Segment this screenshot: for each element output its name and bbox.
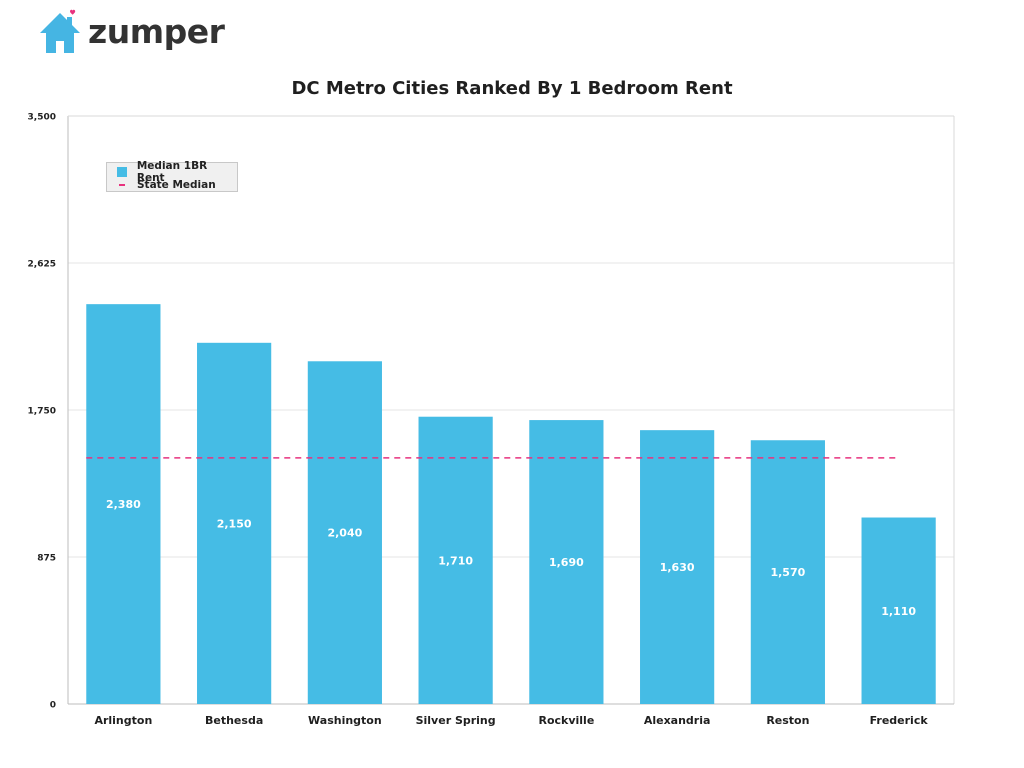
legend-swatch-dash <box>119 183 125 186</box>
x-tick-label: Reston <box>766 714 809 727</box>
bar-data-label: 2,380 <box>106 498 141 511</box>
y-tick-label: 0 <box>50 701 56 711</box>
x-tick-label: Frederick <box>870 714 929 727</box>
bar-data-label: 2,040 <box>327 527 362 540</box>
bar-data-label: 1,110 <box>881 605 916 618</box>
x-tick-label: Washington <box>308 714 382 727</box>
bar-data-label: 1,570 <box>770 566 805 579</box>
zumper-logo: zumper <box>36 6 225 58</box>
y-tick-label: 1,750 <box>28 407 56 417</box>
bar-silver-spring <box>418 416 493 704</box>
x-tick-label: Bethesda <box>205 714 263 727</box>
legend-label-state-median: State Median <box>137 178 216 191</box>
legend-item-state-median: State Median <box>117 178 237 191</box>
x-tick-label: Rockville <box>538 714 594 727</box>
chart-title: DC Metro Cities Ranked By 1 Bedroom Rent <box>291 78 733 99</box>
y-tick-label: 875 <box>37 554 56 564</box>
house-icon <box>36 8 84 56</box>
bar-alexandria <box>640 430 715 704</box>
y-tick-label: 2,625 <box>28 260 56 270</box>
y-tick-label: 3,500 <box>28 113 56 123</box>
bar-bethesda <box>197 342 272 704</box>
x-tick-label: Arlington <box>94 714 152 727</box>
bar-data-label: 2,150 <box>217 517 252 530</box>
bar-frederick <box>861 517 936 704</box>
logo-wordmark: zumper <box>88 12 225 51</box>
bar-rockville <box>529 420 604 704</box>
legend-swatch-bar <box>117 166 127 177</box>
x-tick-label: Silver Spring <box>416 714 496 727</box>
bar-data-label: 1,690 <box>549 556 584 569</box>
chart-legend: Median 1BR Rent State Median <box>106 160 238 192</box>
legend-label-median-rent: Median 1BR Rent <box>136 159 208 184</box>
bar-data-label: 1,630 <box>660 561 695 574</box>
bar-data-label: 1,710 <box>438 554 473 567</box>
bar-arlington <box>86 304 161 704</box>
legend-item-median-rent: Median 1BR Rent <box>117 160 237 184</box>
house-icon-graphic <box>40 9 80 53</box>
x-tick-label: Alexandria <box>644 714 711 727</box>
bar-washington <box>307 361 382 704</box>
bar-reston <box>750 440 825 704</box>
